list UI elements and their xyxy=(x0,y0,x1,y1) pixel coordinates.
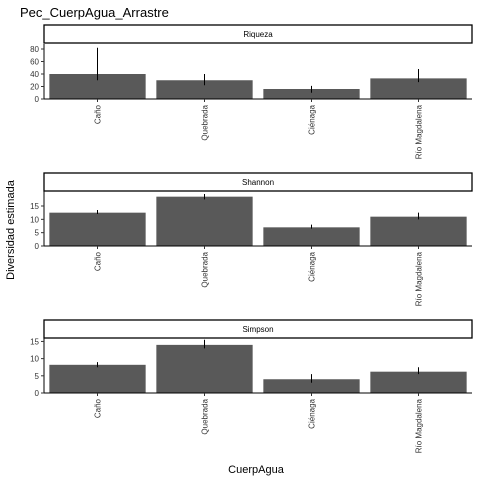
y-tick-label: 0 xyxy=(35,95,40,104)
facet-riqueza: Riqueza 0 20 40 60 80 Caño Quebrada Ciénaga Río M… xyxy=(30,24,473,159)
bar xyxy=(156,196,253,246)
x-tick-label: Caño xyxy=(94,398,103,418)
x-tick-label: Quebrada xyxy=(201,104,210,140)
y-tick-label: 40 xyxy=(30,70,39,79)
x-axis-title: CuerpAgua xyxy=(228,464,285,476)
x-tick-label: Caño xyxy=(94,251,103,271)
y-tick-label: 10 xyxy=(30,215,39,224)
bar xyxy=(370,216,467,246)
y-tick-label: 60 xyxy=(30,58,39,67)
strip-box xyxy=(43,24,473,44)
y-tick-label: 20 xyxy=(30,83,39,92)
strip-box xyxy=(43,319,473,339)
x-tick-label: Ciénaga xyxy=(308,251,317,281)
y-axis-title: Diversidad estimada xyxy=(5,179,17,280)
x-tick-label: Quebrada xyxy=(201,398,210,434)
x-tick-label: Ciénaga xyxy=(308,104,317,134)
strip-label: Simpson xyxy=(242,325,273,334)
bar xyxy=(49,364,146,393)
bar xyxy=(156,80,253,99)
y-tick-label: 15 xyxy=(30,202,39,211)
bar xyxy=(370,78,467,99)
strip-label: Riqueza xyxy=(243,30,273,39)
bar xyxy=(263,379,360,393)
facet-simpson: Simpson 0 5 10 15 Caño Quebrada Ciénaga Río Magd… xyxy=(30,319,473,453)
x-tick-label: Río Magdalena xyxy=(415,104,424,159)
x-tick-label: Río Magdalena xyxy=(415,398,424,453)
facet-shannon: Shannon 0 5 10 15 Caño Quebrada Ciénaga Río Magd… xyxy=(30,172,473,306)
chart-title: Pec_CuerpAgua_Arrastre xyxy=(20,5,169,20)
y-tick-label: 5 xyxy=(35,372,40,381)
y-tick-label: 5 xyxy=(35,229,40,238)
strip-label: Shannon xyxy=(242,178,274,187)
y-tick-label: 80 xyxy=(30,45,39,54)
facet-panels: Riqueza 0 20 40 60 80 Caño Quebrada Ciénaga Río M… xyxy=(30,24,473,453)
y-tick-label: 15 xyxy=(30,337,39,346)
bar xyxy=(370,371,467,393)
x-tick-label: Ciénaga xyxy=(308,398,317,428)
bar xyxy=(263,89,360,99)
bar xyxy=(156,344,253,393)
y-tick-label: 0 xyxy=(35,242,40,251)
x-tick-label: Río Magdalena xyxy=(415,251,424,306)
bar xyxy=(263,227,360,246)
x-tick-label: Quebrada xyxy=(201,251,210,287)
y-tick-label: 10 xyxy=(30,355,39,364)
bar xyxy=(49,212,146,246)
y-tick-label: 0 xyxy=(35,389,40,398)
x-tick-label: Caño xyxy=(94,104,103,124)
strip-box xyxy=(43,172,473,192)
